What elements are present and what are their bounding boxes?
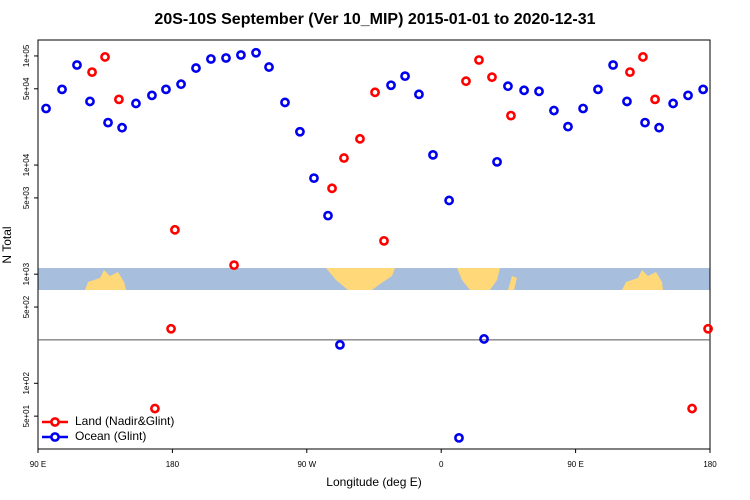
point <box>638 52 648 62</box>
y-tick-label: 5e+03 <box>22 186 31 209</box>
point <box>650 94 660 105</box>
point <box>625 67 635 78</box>
point <box>608 60 618 70</box>
point <box>687 403 697 414</box>
point <box>280 97 290 108</box>
point <box>339 153 349 163</box>
point <box>327 183 337 194</box>
point <box>519 85 529 96</box>
chart-title: 20S-10S September (Ver 10_MIP) 2015-01-0… <box>154 11 595 28</box>
y-tick-label: 5e+04 <box>22 77 31 100</box>
point <box>355 133 365 144</box>
point <box>170 224 180 235</box>
point <box>191 63 201 73</box>
point <box>622 96 632 107</box>
point <box>229 260 239 271</box>
point <box>698 84 709 95</box>
point <box>176 79 186 90</box>
point <box>428 149 438 160</box>
x-tick-label: 90 W <box>297 460 316 469</box>
y-tick-label: 1e+02 <box>22 372 31 395</box>
point <box>206 54 216 64</box>
point <box>295 126 305 137</box>
point <box>150 403 160 414</box>
point <box>236 50 246 60</box>
point <box>479 334 489 344</box>
x-tick-label: 90 E <box>30 460 46 469</box>
point <box>503 81 513 92</box>
point <box>41 103 51 114</box>
x-axis-label: Longitude (deg E) <box>326 475 421 489</box>
point <box>309 173 319 184</box>
legend-marker <box>50 417 60 427</box>
point <box>87 67 97 78</box>
point <box>578 103 588 114</box>
point <box>506 110 516 121</box>
point <box>264 62 274 72</box>
point <box>379 235 389 246</box>
legend-label: Ocean (Glint) <box>75 429 146 443</box>
point <box>114 94 124 105</box>
point <box>454 432 464 443</box>
point <box>640 117 650 128</box>
y-tick-label: 1e+03 <box>22 262 31 285</box>
point <box>549 105 559 116</box>
point <box>323 210 333 221</box>
point <box>117 122 127 133</box>
point <box>147 90 157 101</box>
point <box>221 53 231 63</box>
y-tick-label: 5e+02 <box>22 295 31 318</box>
map-strip <box>38 268 710 290</box>
point <box>103 117 113 128</box>
point <box>683 90 693 101</box>
point <box>335 339 345 350</box>
point <box>534 86 544 97</box>
x-tick-label: 90 E <box>567 460 583 469</box>
point <box>131 98 141 109</box>
point <box>444 195 455 206</box>
y-tick-label: 1e+05 <box>22 44 31 67</box>
point <box>668 98 679 109</box>
point <box>400 71 410 82</box>
y-tick-label: 1e+04 <box>22 153 31 176</box>
point <box>474 55 484 65</box>
point <box>414 89 424 100</box>
point <box>370 87 380 98</box>
point <box>492 156 502 167</box>
point <box>57 84 67 95</box>
point <box>72 60 82 70</box>
point <box>100 52 110 62</box>
point <box>251 47 261 58</box>
point <box>386 80 396 91</box>
x-tick-label: 0 <box>439 460 444 469</box>
point <box>487 72 497 83</box>
point <box>703 323 713 334</box>
point <box>654 122 664 133</box>
x-tick-label: 180 <box>703 460 717 469</box>
legend-marker <box>50 432 60 442</box>
legend-label: Land (Nadir&Glint) <box>75 414 174 428</box>
point <box>161 84 171 95</box>
point <box>85 96 95 107</box>
point <box>563 121 573 132</box>
plot-frame <box>37 39 711 450</box>
y-axis-label: N Total <box>0 226 14 263</box>
point <box>166 323 176 334</box>
point <box>593 84 603 95</box>
y-tick-label: 5e+01 <box>22 404 31 427</box>
point <box>461 76 471 87</box>
x-tick-label: 180 <box>166 460 180 469</box>
